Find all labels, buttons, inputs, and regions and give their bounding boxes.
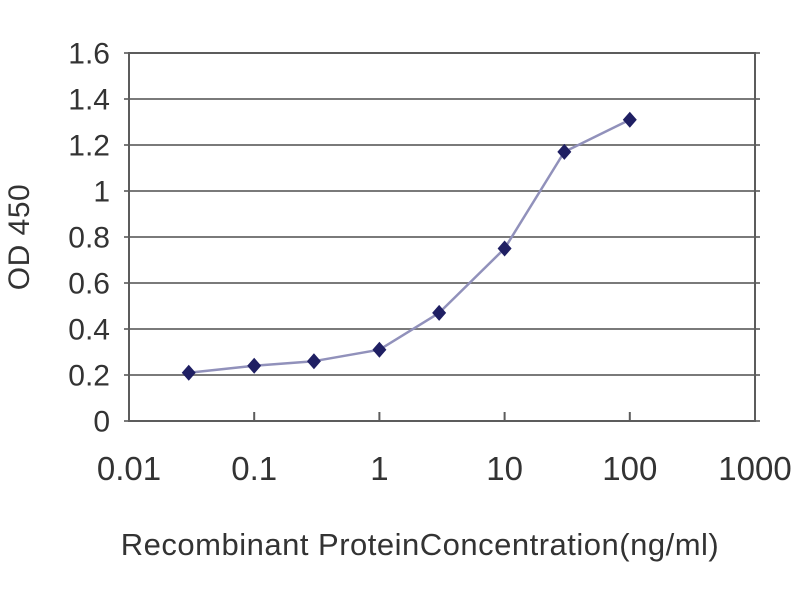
x-axis-title: Recombinant ProteinConcentration(ng/ml) (120, 527, 720, 562)
x-tick-label: 0.01 (97, 450, 161, 487)
y-axis-title: OD 450 (3, 183, 36, 291)
x-tick-label: 100 (602, 450, 657, 487)
data-point-marker (497, 240, 512, 257)
data-point-marker (306, 353, 321, 370)
data-point-marker (372, 341, 387, 358)
y-tick-label: 0.4 (68, 314, 110, 347)
plot-border (128, 52, 756, 422)
data-point-marker (557, 143, 572, 160)
y-tick-label: 0.8 (68, 222, 110, 255)
y-tick-label: 0 (93, 406, 110, 439)
y-tick-label: 1 (93, 176, 110, 209)
x-tick-label: 10 (486, 450, 523, 487)
x-tick-label: 1 (370, 450, 388, 487)
x-tick-label: 1000 (718, 450, 791, 487)
data-point-marker (181, 364, 196, 381)
data-point-marker (247, 357, 262, 374)
y-tick-label: 0.6 (68, 268, 110, 301)
x-tick-label: 0.1 (231, 450, 277, 487)
y-tick-label: 1.4 (68, 84, 110, 117)
data-point-marker (622, 111, 637, 128)
series-line (188, 118, 631, 374)
y-tick-label: 1.2 (68, 130, 110, 163)
y-tick-label: 1.6 (68, 38, 110, 71)
data-point-marker (432, 304, 447, 321)
y-tick-label: 0.2 (68, 360, 110, 393)
